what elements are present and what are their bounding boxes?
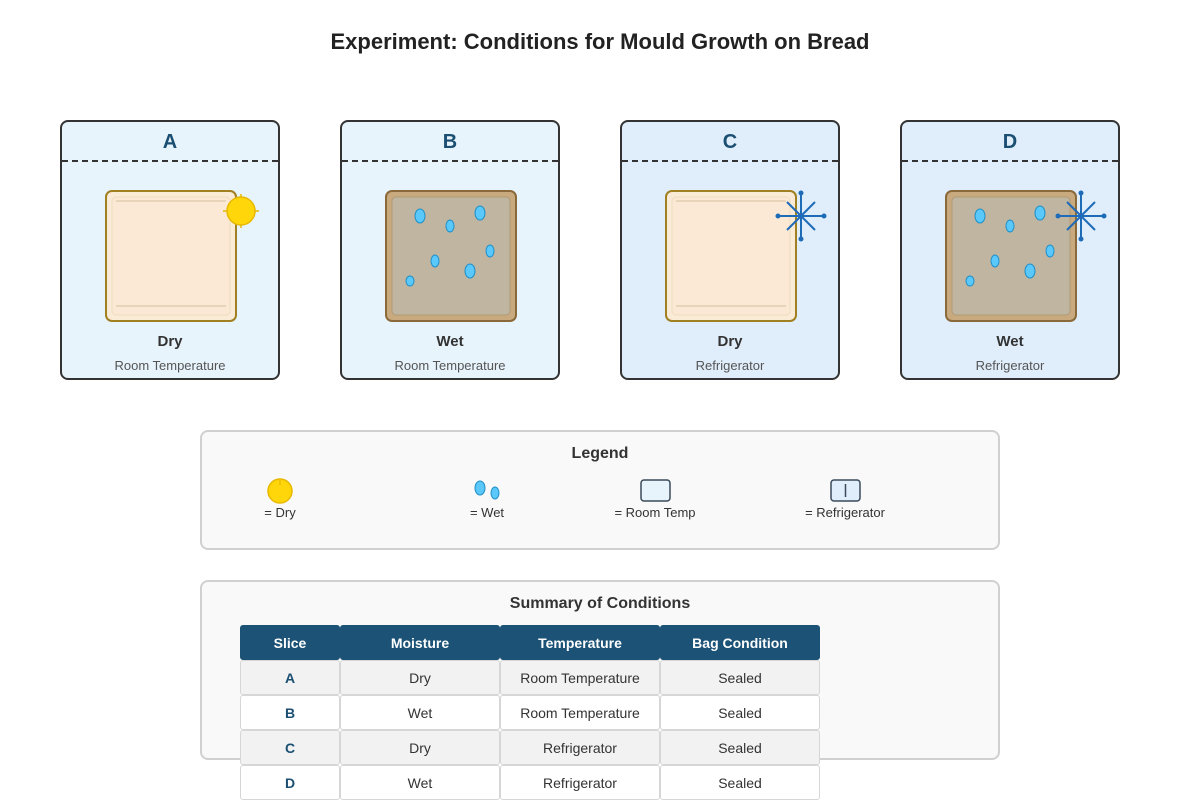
bread-card-d: D Wet Refrigerator [900,120,1120,380]
card-temperature: Refrigerator [695,358,765,373]
room-temp-box-icon [640,479,671,502]
cell-bag-condition: Sealed [660,765,820,800]
legend-label-room-temp: = Room Temp [614,505,696,520]
card-illustration [105,190,259,322]
legend-label-dry: = Dry [264,505,296,520]
dry-bread-slice-icon [665,190,797,322]
cell-bag-condition: Sealed [660,730,820,765]
card-divider [622,160,838,162]
cell-bag-condition: Sealed [660,660,820,695]
card-temperature: Refrigerator [975,358,1045,373]
sun-icon [267,478,293,504]
card-temperature: Room Temperature [394,358,506,373]
card-illustration [665,190,827,322]
card-moisture: Wet [436,333,464,350]
cell-temperature: Refrigerator [500,730,660,765]
table-row: C Dry Refrigerator Sealed [240,730,820,765]
card-divider [62,160,278,162]
column-header-temperature: Temperature [500,625,660,660]
summary-table: Slice Moisture Temperature Bag Condition… [240,625,820,800]
cell-slice: B [240,695,340,730]
card-illustration [945,190,1107,322]
cell-moisture: Dry [340,730,500,765]
droplets-icon [474,480,500,500]
legend-title: Legend [571,445,629,462]
card-letter: A [162,131,178,153]
droplets-icon [965,205,1055,287]
bread-card-a: A Dry Room Temperature [60,120,280,380]
cell-slice: C [240,730,340,765]
legend-panel: Legend = Dry = Wet = Room Temp = Refrige… [200,430,1000,550]
table-row: D Wet Refrigerator Sealed [240,765,820,800]
bread-card-c: C Dry Refrigerator [620,120,840,380]
cell-temperature: Room Temperature [500,695,660,730]
cell-moisture: Dry [340,660,500,695]
cell-temperature: Room Temperature [500,660,660,695]
cell-temperature: Refrigerator [500,765,660,800]
column-header-moisture: Moisture [340,625,500,660]
card-letter: B [442,131,458,153]
dry-bread-slice-icon [105,190,237,322]
column-header-bag-condition: Bag Condition [660,625,820,660]
table-row: A Dry Room Temperature Sealed [240,660,820,695]
card-letter: C [722,131,738,153]
card-temperature: Room Temperature [114,358,226,373]
page-title: Experiment: Conditions for Mould Growth … [330,29,870,54]
card-divider [342,160,558,162]
snowflake-icon [1055,190,1107,242]
card-letter: D [1002,131,1018,153]
card-moisture: Wet [996,333,1024,350]
refrigerator-box-icon [830,479,861,502]
card-moisture: Dry [157,333,183,350]
cell-slice: A [240,660,340,695]
snowflake-icon [775,190,827,242]
legend-label-refrigerator: = Refrigerator [805,505,885,520]
table-header-row: Slice Moisture Temperature Bag Condition [240,625,820,660]
card-illustration [385,190,517,322]
table-row: B Wet Room Temperature Sealed [240,695,820,730]
card-divider [902,160,1118,162]
cell-bag-condition: Sealed [660,695,820,730]
wet-bread-slice-icon [945,190,1077,322]
legend-label-wet: = Wet [469,505,505,520]
cell-moisture: Wet [340,765,500,800]
cell-slice: D [240,765,340,800]
cell-moisture: Wet [340,695,500,730]
sun-icon [223,194,259,228]
summary-title: Summary of Conditions [509,595,691,612]
droplets-icon [405,205,495,287]
bread-card-b: B Wet Room Temperature [340,120,560,380]
wet-bread-slice-icon [385,190,517,322]
card-moisture: Dry [717,333,743,350]
column-header-slice: Slice [240,625,340,660]
